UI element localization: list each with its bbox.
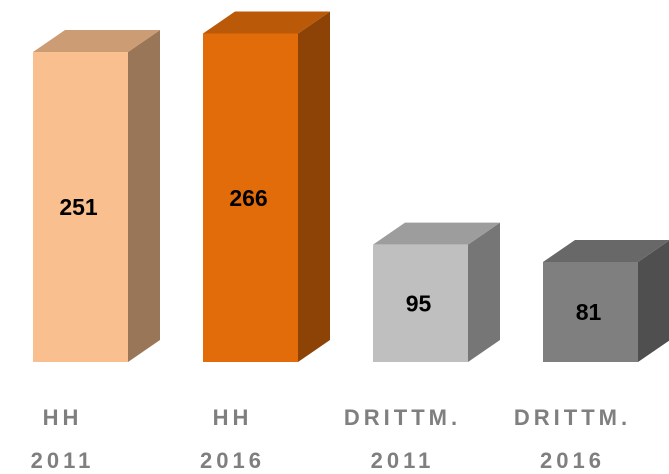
bar-top xyxy=(373,222,500,245)
bar-side xyxy=(128,30,160,362)
bar-side xyxy=(298,11,330,363)
bar-side xyxy=(638,240,669,362)
bar-top xyxy=(543,239,669,262)
value-label: 251 xyxy=(59,194,98,220)
category-label: HH 2016 xyxy=(200,405,265,473)
category-label: HH 2011 xyxy=(30,405,95,473)
bar xyxy=(203,33,298,363)
value-label: 81 xyxy=(576,299,602,325)
bar xyxy=(543,261,638,362)
bar xyxy=(33,52,128,362)
bar-top xyxy=(33,30,160,53)
category-label: DRITTM. 2016 xyxy=(513,405,632,473)
value-label: 266 xyxy=(229,185,267,211)
bar-top xyxy=(203,11,330,34)
value-label: 95 xyxy=(406,290,432,316)
bar-side xyxy=(468,222,500,362)
bar xyxy=(373,244,468,362)
category-label: DRITTM. 2011 xyxy=(343,405,462,473)
